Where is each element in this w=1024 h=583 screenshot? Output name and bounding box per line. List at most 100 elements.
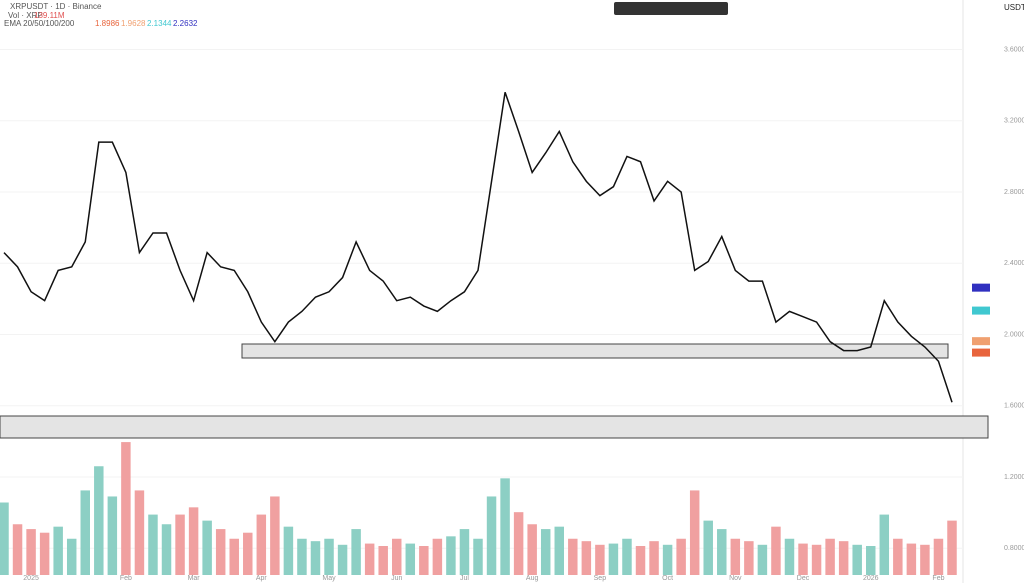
volume-bar [879,514,890,575]
volume-bar [175,514,185,575]
volume-bar [595,544,605,575]
volume-bar [811,544,822,575]
x-tick-label: 2025 [23,575,39,582]
volume-bar [39,532,50,575]
y-tick-label: 0.8000 [1004,545,1024,552]
x-tick-label: Aug [526,575,539,582]
y-tick-label: 1.6000 [1004,403,1024,410]
volume-bar [270,496,280,575]
volume-bar [608,543,619,575]
x-tick-label: Feb [120,575,132,582]
volume-bar [920,544,930,575]
volume-bar [568,538,578,575]
volume-bar [256,514,267,575]
volume-bar [906,543,917,575]
volume-bar [243,532,253,575]
symbol: XRPUSDT · 1D · Binance [10,2,102,11]
y-axis-label: USDT [1004,3,1024,12]
y-tick-label: 3.2000 [1004,118,1024,125]
volume-bar [784,538,795,575]
volume-bar [161,524,172,575]
x-tick-label: Sep [594,575,607,582]
volume-bar [622,538,632,575]
x-tick-label: Jun [391,575,402,582]
y-tick-label: 3.6000 [1004,46,1024,53]
volume-bar [676,538,686,575]
volume-bar [392,538,402,575]
volume-bar [432,538,443,575]
volume-bar [405,543,416,575]
volume-bar [337,544,348,575]
volume-bar [947,520,957,575]
volume-bar [446,536,456,575]
volume-bar [689,490,700,575]
volume-bar [419,546,429,575]
volume-bar [94,466,104,575]
volume-bar [310,541,321,575]
volume-bar [80,490,90,575]
volume-bar [771,526,781,575]
volume-bar [283,526,294,575]
volume-bar [473,538,483,575]
ema-value: 2.2632 [173,19,198,28]
ema-value: 1.9628 [121,19,146,28]
toolbar[interactable] [614,2,728,15]
volume-bar [852,544,862,575]
ema-tag [972,283,990,292]
volume-bar [107,496,118,575]
volume-bar [202,520,212,575]
x-tick-label: May [322,575,336,582]
volume-bar [0,502,9,575]
support-zone [241,343,949,359]
x-tick-label: Jul [460,575,469,582]
volume-bar [893,538,903,575]
volume-bar [635,546,646,575]
volume-bar [53,526,63,575]
volume-bar [744,541,754,575]
y-tick-label: 2.0000 [1004,331,1024,338]
support-zone [0,415,989,439]
volume-bar [581,541,592,575]
volume-bar [148,514,158,575]
volume-bar [297,538,307,575]
volume-bar [121,442,131,575]
volume-bar [500,478,510,575]
ema-tag [972,306,990,315]
volume-bar [933,538,944,575]
volume-bar [838,541,849,575]
volume-bar [717,529,727,575]
ema-value: 2.1344 [147,19,172,28]
volume-bar [540,529,551,575]
volume-bar [757,544,768,575]
x-tick-label: Oct [662,575,673,582]
volume-label: Vol · XRP [8,11,43,20]
x-tick-label: 2026 [863,575,879,582]
volume-bar [215,529,226,575]
volume-bar [134,490,145,575]
x-tick-label: Mar [188,575,201,582]
volume-bar [229,538,239,575]
volume-bar [324,538,334,575]
volume-bar [730,538,741,575]
volume-bar [66,538,77,575]
y-tick-label: 1.2000 [1004,474,1024,481]
volume-bar [527,524,537,575]
ema-label: EMA 20/50/100/200 [4,19,75,28]
volume-bar [188,507,199,575]
volume-bar [662,544,673,575]
volume-bar [12,524,23,575]
volume-bar [364,543,375,575]
ema-value: 1.8986 [95,19,120,28]
ema-tag [972,348,990,357]
volume-bar [554,526,564,575]
volume-bar [26,529,36,575]
volume-bar [798,543,808,575]
price-line [3,92,953,403]
volume-bar [459,529,470,575]
volume-bar [649,541,659,575]
volume-bar [703,520,713,575]
volume-bar [486,496,497,575]
y-tick-label: 2.8000 [1004,189,1024,196]
